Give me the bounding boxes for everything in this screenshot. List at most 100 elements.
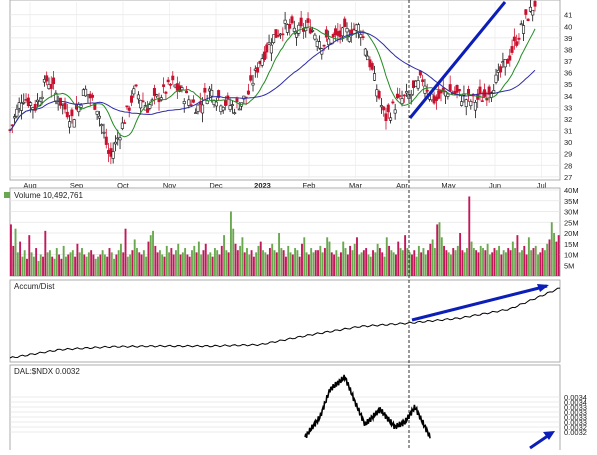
- candle-body: [425, 89, 429, 92]
- ratio-gridlines: [10, 396, 560, 433]
- volume-bar: [51, 256, 54, 276]
- volume-bar: [280, 248, 283, 276]
- candle-body: [455, 85, 459, 93]
- accum-dist-title: Accum/Dist: [14, 282, 55, 291]
- volume-bar: [429, 243, 432, 276]
- volume-bar: [383, 256, 386, 276]
- price-y-tick-label: 37: [564, 57, 572, 66]
- volume-bar: [152, 230, 154, 276]
- price-y-tick-label: 31: [564, 127, 572, 136]
- volume-bar: [195, 252, 198, 276]
- volume-bar: [271, 243, 274, 276]
- volume-bar: [181, 252, 184, 276]
- volume-bar: [55, 248, 58, 276]
- candle-body: [237, 108, 241, 111]
- price-y-tick-label: 41: [564, 11, 572, 20]
- volume-bar: [140, 254, 143, 276]
- candle-body: [33, 103, 37, 111]
- price-candles: [8, 0, 537, 165]
- volume-bar: [307, 254, 310, 276]
- volume-bar: [142, 250, 145, 276]
- price-x-tick-label: May: [441, 181, 455, 190]
- candle-body: [29, 102, 33, 106]
- candle-body: [84, 88, 88, 97]
- volume-bar: [498, 245, 501, 276]
- price-x-tick-label: Dec: [209, 181, 223, 190]
- candle-body: [327, 38, 331, 46]
- volume-bar: [246, 248, 248, 276]
- volume-bar: [175, 250, 177, 276]
- volume-bar: [204, 243, 207, 276]
- volume-bars: [10, 196, 560, 276]
- volume-bar: [328, 241, 331, 276]
- volume-y-tick-label: 15M: [564, 240, 579, 249]
- volume-bar: [99, 254, 102, 276]
- volume-bar: [362, 250, 365, 276]
- volume-bar: [32, 256, 35, 276]
- candle-body: [384, 113, 388, 122]
- price-y-tick-label: 36: [564, 69, 572, 78]
- ratio-y-tick-label: 0.0034: [564, 393, 587, 402]
- candle-body: [224, 100, 228, 106]
- volume-bar: [310, 248, 313, 276]
- volume-bar: [191, 250, 193, 276]
- volume-bar: [103, 254, 106, 276]
- candle-body: [299, 17, 303, 27]
- candle-body: [262, 51, 266, 60]
- price-x-tick-label: Jun: [489, 181, 501, 190]
- candle-body: [469, 101, 473, 107]
- candle-body: [91, 94, 95, 98]
- candle-body: [118, 137, 122, 141]
- candle-body: [526, 18, 530, 21]
- candle-body: [260, 58, 264, 66]
- volume-y-tick-label: 30M: [564, 208, 579, 217]
- volume-bar: [131, 250, 134, 276]
- volume-bar: [264, 252, 267, 276]
- volume-bar: [168, 252, 171, 276]
- volume-bar: [126, 256, 129, 276]
- candle-body: [274, 29, 278, 38]
- volume-bar: [358, 254, 361, 276]
- volume-bar: [44, 230, 47, 276]
- volume-bar: [289, 252, 292, 276]
- candle-body: [531, 9, 535, 16]
- candle-body: [457, 88, 461, 92]
- price-y-tick-label: 28: [564, 161, 572, 170]
- candle-body: [276, 35, 280, 37]
- candle-body: [510, 46, 514, 53]
- volume-bar: [495, 250, 498, 276]
- candle-body: [533, 1, 537, 7]
- volume-bar: [42, 256, 44, 276]
- volume-bar: [21, 256, 24, 276]
- candle-body: [269, 44, 273, 54]
- candle-body: [295, 32, 299, 38]
- candle-body: [366, 55, 370, 61]
- candle-body: [416, 80, 420, 89]
- candle-body: [265, 44, 269, 53]
- candle-body: [290, 16, 294, 24]
- candle-body: [485, 98, 489, 101]
- volume-bar: [250, 250, 253, 276]
- volume-bar: [163, 256, 166, 276]
- volume-bar: [532, 248, 535, 276]
- candle-body: [171, 75, 175, 81]
- candle-body: [272, 34, 276, 43]
- volume-bar: [438, 222, 441, 276]
- volume-bar: [87, 252, 90, 276]
- volume-bar: [381, 252, 384, 276]
- ratio-y-tick-label: 0.0033: [564, 403, 587, 412]
- ratio-y-tick-label: 0.0033: [564, 418, 587, 427]
- candle-body: [347, 36, 351, 42]
- volume-bar: [553, 233, 556, 276]
- candle-body: [127, 107, 131, 111]
- volume-bar: [225, 250, 228, 276]
- volume-bar: [349, 245, 352, 276]
- volume-bar: [285, 256, 287, 276]
- volume-bar: [491, 252, 494, 276]
- candle-body: [402, 94, 406, 97]
- candle-body: [120, 122, 124, 129]
- candle-body: [512, 36, 516, 42]
- volume-y-tick-label: 40M: [564, 186, 579, 195]
- volume-bar: [427, 250, 429, 276]
- volume-bar: [401, 250, 404, 276]
